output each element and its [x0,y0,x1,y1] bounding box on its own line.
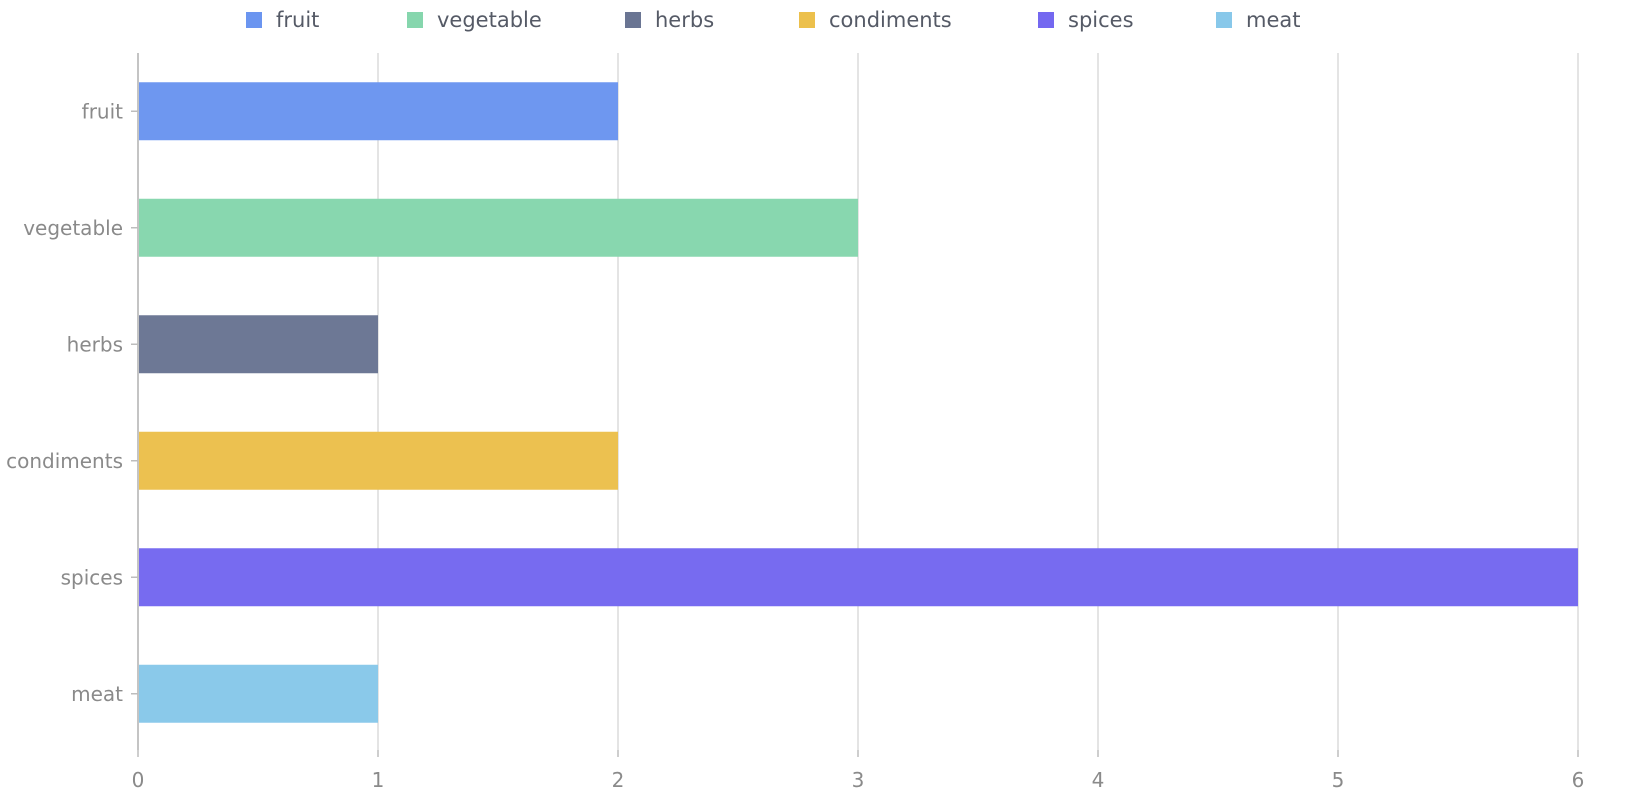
legend-item-meat[interactable]: meat [1216,8,1300,32]
legend-label: spices [1068,8,1134,32]
chart-legend: fruit vegetable herbs condiments spices meat [246,8,1300,32]
legend-label: condiments [829,8,952,32]
x-tick-label: 4 [1092,768,1105,792]
legend-label: meat [1246,8,1300,32]
legend-item-fruit[interactable]: fruit [246,8,319,32]
bar-herbs [138,315,378,374]
bar-vegetable [138,198,858,257]
y-axis-ticks: fruit vegetable herbs condiments spices meat [6,99,138,706]
x-axis-ticks: 0 1 2 3 4 5 6 [132,750,1585,792]
bars [138,82,1578,723]
legend-label: herbs [655,8,714,32]
bar-spices [138,548,1578,607]
y-tick-label: spices [61,565,123,589]
legend-label: vegetable [437,8,542,32]
legend-item-vegetable[interactable]: vegetable [407,8,542,32]
x-tick-label: 2 [612,768,625,792]
legend-swatch [625,12,641,28]
x-tick-label: 6 [1572,768,1585,792]
bar-condiments [138,431,618,490]
legend-swatch [1216,12,1232,28]
legend-item-spices[interactable]: spices [1038,8,1134,32]
grid-lines [377,53,1579,750]
bar-meat [138,664,378,723]
y-tick-label: condiments [6,449,123,473]
legend-label: fruit [276,8,319,32]
legend-swatch [799,12,815,28]
legend-swatch [407,12,423,28]
y-tick-label: meat [71,682,123,706]
y-tick-label: fruit [82,99,123,123]
y-tick-label: vegetable [23,216,123,240]
legend-swatch [1038,12,1054,28]
x-tick-label: 0 [132,768,145,792]
legend-item-condiments[interactable]: condiments [799,8,952,32]
x-tick-label: 5 [1332,768,1345,792]
y-tick-label: herbs [67,332,123,356]
legend-swatch [246,12,262,28]
x-tick-label: 3 [852,768,865,792]
bar-fruit [138,82,618,141]
legend-item-herbs[interactable]: herbs [625,8,714,32]
x-tick-label: 1 [372,768,385,792]
